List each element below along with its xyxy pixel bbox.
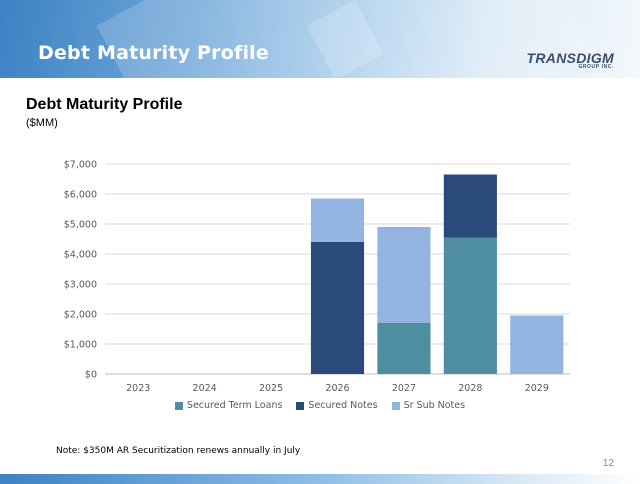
- banner-title: Debt Maturity Profile: [38, 42, 269, 64]
- x-tick-label: 2025: [259, 383, 283, 394]
- company-logo: TRANSDIGM GROUP INC.: [526, 50, 614, 70]
- y-tick-label: $6,000: [64, 190, 97, 201]
- chart-legend: Secured Term Loans Secured Notes Sr Sub No…: [0, 400, 640, 411]
- logo-subtext: GROUP INC.: [578, 64, 614, 70]
- y-tick-label: $7,000: [64, 160, 97, 171]
- logo-text: TRANSDIGM: [526, 50, 614, 66]
- legend-item: Secured Term Loans: [174, 400, 283, 411]
- bar-secured-term-loans-2027: [377, 323, 431, 374]
- legend-label: Secured Notes: [308, 400, 378, 411]
- y-tick-label: $2,000: [64, 310, 97, 321]
- legend-item: Sr Sub Notes: [391, 400, 466, 411]
- x-tick-label: 2029: [525, 383, 549, 394]
- x-tick-label: 2027: [392, 383, 416, 394]
- header-banner: Debt Maturity Profile TRANSDIGM GROUP IN…: [0, 0, 640, 78]
- chart-subtitle: ($MM): [26, 117, 58, 129]
- bar-sr-sub-notes-2026: [310, 198, 365, 242]
- legend-item: Secured Notes: [296, 400, 378, 411]
- page-number: 12: [602, 458, 614, 469]
- x-tick-label: 2023: [126, 383, 150, 394]
- legend-label: Secured Term Loans: [186, 400, 283, 411]
- legend-swatch: [296, 401, 305, 410]
- bar-sr-sub-notes-2027: [377, 227, 431, 323]
- chart-title: Debt Maturity Profile: [26, 96, 183, 113]
- bar-secured-term-loans-2028: [443, 237, 497, 374]
- y-tick-label: $0: [85, 370, 97, 381]
- y-tick-label: $1,000: [64, 340, 97, 351]
- legend-swatch: [174, 401, 183, 410]
- debt-maturity-chart: $0 $1,000 $2,000 $3,000 $4,000 $5,000 $6,000 $7…: [64, 160, 570, 394]
- x-tick-label: 2028: [458, 383, 482, 394]
- bar-secured-notes-2026: [310, 242, 365, 374]
- y-tick-label: $3,000: [64, 280, 97, 291]
- bar-secured-notes-2028: [443, 174, 497, 238]
- legend-label: Sr Sub Notes: [403, 400, 466, 411]
- legend-swatch: [391, 401, 400, 410]
- footnote: Note: $350M AR Securitization renews ann…: [56, 446, 301, 456]
- footer-band: [0, 474, 640, 484]
- x-tick-label: 2026: [325, 383, 349, 394]
- bar-sr-sub-notes-2029: [510, 315, 564, 374]
- y-tick-label: $5,000: [64, 220, 97, 231]
- x-tick-label: 2024: [193, 383, 217, 394]
- y-tick-label: $4,000: [64, 250, 97, 261]
